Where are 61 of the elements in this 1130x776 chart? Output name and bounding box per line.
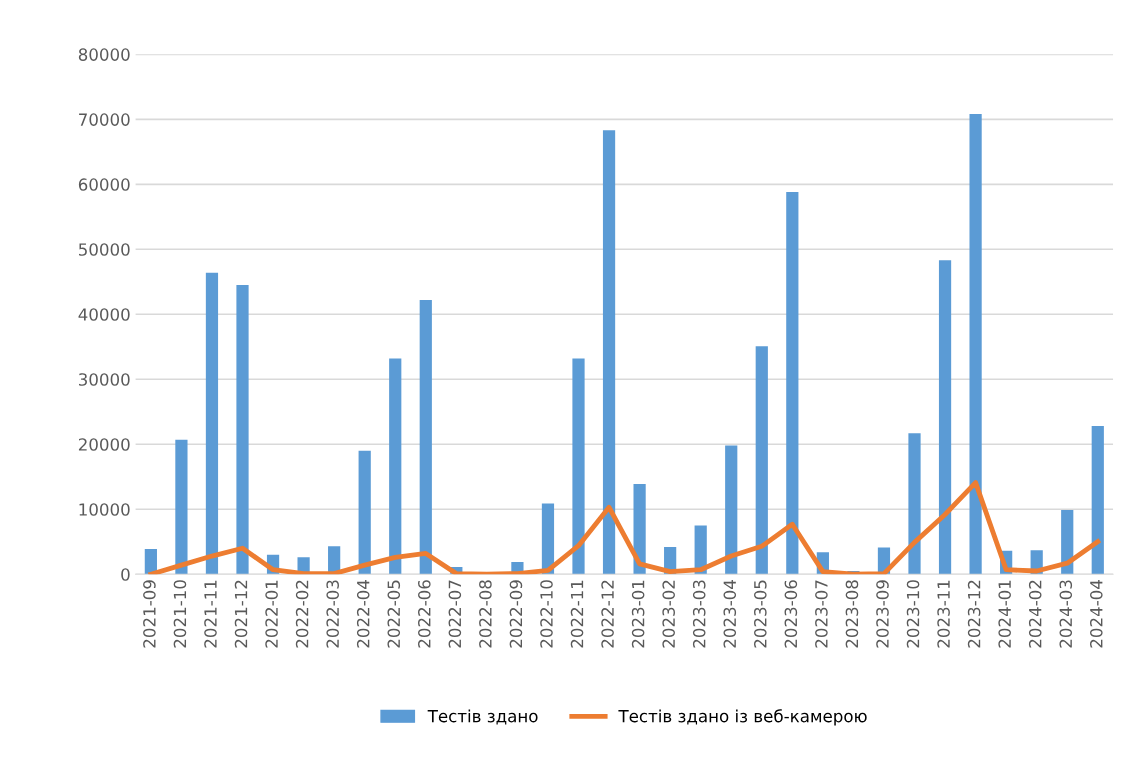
- x-tick-label: 2023-06: [784, 580, 798, 648]
- bar: [419, 299, 432, 575]
- bar: [786, 192, 799, 575]
- legend-label: Тестів здано: [427, 709, 538, 725]
- bar: [358, 450, 371, 575]
- x-tick-label: 2023-03: [692, 580, 706, 648]
- x-tick-label: 2022-07: [448, 580, 462, 648]
- x-tick-label: 2022-04: [356, 580, 370, 648]
- bar: [205, 272, 219, 575]
- x-tick-label: 2024-03: [1059, 580, 1073, 648]
- y-tick-label: 80000: [78, 48, 130, 61]
- x-tick-label: 2022-08: [479, 580, 492, 648]
- y-tick-label: 70000: [79, 113, 130, 126]
- y-tick-label: 30000: [78, 373, 130, 386]
- bar: [572, 358, 585, 575]
- x-tick-label: 2021-09: [143, 580, 156, 648]
- x-tick-label: 2023-02: [662, 580, 675, 648]
- x-tick-label: 2022-09: [509, 580, 523, 648]
- bar: [938, 260, 952, 575]
- x-tick-label: 2023-08: [845, 580, 859, 648]
- x-tick-label: 2022-05: [387, 580, 401, 648]
- x-tick-label: 2024-04: [1090, 580, 1103, 648]
- x-tick-label: 2023-12: [967, 580, 981, 648]
- bar: [602, 130, 616, 575]
- x-tick-label: 2022-01: [265, 580, 278, 648]
- x-tick-label: 2021-10: [173, 580, 187, 648]
- bar: [755, 346, 768, 575]
- legend-label: Тестів здано із веб-камерою: [618, 709, 867, 726]
- x-tick-label: 2022-03: [326, 580, 339, 648]
- y-tick-label: 50000: [79, 243, 130, 256]
- y-tick-label: 40000: [78, 308, 130, 321]
- x-tick-label: 2023-05: [754, 580, 767, 648]
- x-tick-label: 2022-11: [570, 580, 584, 648]
- x-tick-label: 2024-01: [998, 580, 1011, 648]
- bar: [633, 483, 646, 575]
- y-tick-label: 0: [121, 568, 130, 581]
- x-tick-label: 2023-07: [815, 580, 828, 648]
- bar: [389, 358, 402, 575]
- bar: [969, 114, 982, 575]
- bar: [175, 439, 188, 575]
- x-tick-label: 2024-02: [1028, 580, 1042, 648]
- bar: [725, 445, 738, 575]
- x-tick-label: 2021-12: [234, 580, 248, 648]
- bar: [236, 285, 249, 575]
- x-tick-label: 2023-10: [906, 580, 920, 648]
- bar: [541, 503, 555, 575]
- x-tick-label: 2022-12: [601, 580, 614, 648]
- line-series: [148, 480, 1101, 575]
- x-tick-label: 2023-09: [876, 580, 889, 648]
- x-tick-label: 2023-01: [631, 580, 645, 648]
- y-tick-label: 60000: [78, 178, 130, 191]
- x-tick-label: 2021-11: [204, 580, 217, 648]
- x-tick-label: 2023-11: [937, 580, 950, 648]
- bar: [908, 433, 921, 575]
- x-tick-label: 2022-02: [295, 580, 309, 648]
- bar: [1091, 426, 1104, 575]
- y-tick-label: 20000: [78, 438, 130, 451]
- x-tick-label: 2022-06: [418, 580, 431, 648]
- x-tick-label: 2022-10: [540, 580, 553, 648]
- x-tick-label: 2023-04: [723, 580, 737, 648]
- y-tick-label: 10000: [79, 503, 130, 516]
